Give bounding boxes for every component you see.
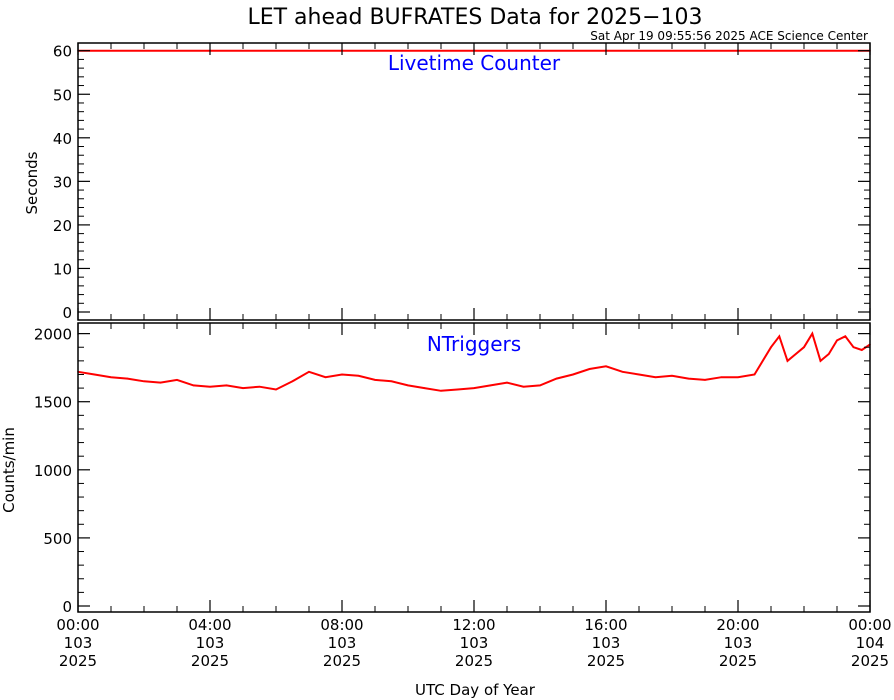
ntriggers-y-tick-label: 1000 xyxy=(34,462,72,480)
ntriggers-data-point xyxy=(605,365,607,368)
ntriggers-data-point xyxy=(572,373,574,376)
ntriggers-data-point xyxy=(225,384,228,387)
bottom-y-axis-label: Counts/min xyxy=(0,427,18,513)
livetime-y-tick-label: 0 xyxy=(62,304,72,322)
ntriggers-frame xyxy=(77,322,871,613)
x-tick-label-time: 16:00 xyxy=(584,616,627,634)
ntriggers-y-tick-label: 0 xyxy=(62,598,72,616)
ntriggers-data-point xyxy=(176,379,178,381)
livetime-y-tick-label: 40 xyxy=(53,130,72,148)
x-tick-label-year: 2025 xyxy=(59,652,97,670)
x-tick-label-time: 00:00 xyxy=(848,616,891,634)
ntriggers-data-point xyxy=(275,388,277,391)
x-tick-label-doy: 103 xyxy=(196,634,225,652)
ntriggers-data-point xyxy=(621,371,624,373)
ntriggers-data-point xyxy=(638,373,640,376)
ntriggers-data-point xyxy=(242,387,244,389)
ntriggers-data-point xyxy=(440,390,442,392)
ntriggers-data-point xyxy=(555,377,558,380)
x-tick-label-year: 2025 xyxy=(587,652,625,670)
ntriggers-data-point xyxy=(110,376,112,379)
ntriggers-data-point xyxy=(687,377,690,380)
ntriggers-data-point xyxy=(704,379,706,381)
ntriggers-data-point xyxy=(209,385,211,388)
x-tick-label-year: 2025 xyxy=(719,652,757,670)
ntriggers-data-point xyxy=(720,376,723,379)
livetime-y-tick-label: 60 xyxy=(53,43,72,61)
ntriggers-data-point xyxy=(489,384,492,387)
ntriggers-data-point xyxy=(844,335,847,338)
livetime-y-tick-label: 30 xyxy=(53,173,72,191)
ntriggers-data-point xyxy=(506,381,508,384)
livetime-frame xyxy=(77,42,871,321)
ntriggers-data-point xyxy=(324,376,327,379)
bottom-panel-title: NTriggers xyxy=(427,332,521,356)
ntriggers-data-point xyxy=(786,360,789,362)
ntriggers-data-point xyxy=(456,388,459,391)
ntriggers-data-point xyxy=(126,377,129,380)
ntriggers-data-point xyxy=(258,385,261,388)
x-tick-label-doy: 103 xyxy=(724,634,753,652)
x-tick-label-year: 2025 xyxy=(191,652,229,670)
x-tick-label-doy: 103 xyxy=(592,634,621,652)
livetime-y-tick-label: 20 xyxy=(53,217,72,235)
ntriggers-data-point xyxy=(159,381,162,384)
ntriggers-data-point xyxy=(390,380,393,383)
ntriggers-data-point xyxy=(473,387,475,389)
ntriggers-panel: 0 500 1000 1500 2000 xyxy=(34,322,871,616)
ntriggers-data-point xyxy=(753,373,756,376)
ntriggers-data-point xyxy=(539,384,541,387)
ntriggers-data-point xyxy=(143,380,145,383)
ntriggers-data-point xyxy=(836,339,838,342)
ntriggers-data-point xyxy=(770,346,772,349)
x-tick-label-time: 12:00 xyxy=(452,616,495,634)
ntriggers-data-point xyxy=(828,353,830,355)
ntriggers-data-point xyxy=(811,332,814,335)
x-tick-label-doy: 103 xyxy=(328,634,357,652)
ntriggers-data-point xyxy=(588,368,591,370)
ntriggers-data-point xyxy=(861,349,863,351)
ntriggers-data-point xyxy=(778,335,781,338)
x-axis-label: UTC Day of Year xyxy=(415,681,536,699)
x-tick-label-doy: 103 xyxy=(64,634,93,652)
ntriggers-data-point xyxy=(192,384,195,387)
x-tick-label-time: 04:00 xyxy=(188,616,231,634)
x-tick-label-doy: 104 xyxy=(856,634,885,652)
x-tick-label-time: 08:00 xyxy=(320,616,363,634)
x-tick-label-time: 20:00 xyxy=(716,616,759,634)
timestamp: Sat Apr 19 09:55:56 2025 ACE Science Cen… xyxy=(590,29,868,43)
ntriggers-y-tick-label: 2000 xyxy=(34,326,72,344)
livetime-y-tick-label: 10 xyxy=(53,260,72,278)
ntriggers-data-point xyxy=(795,353,797,355)
ntriggers-data-point xyxy=(803,346,805,349)
top-y-axis-label: Seconds xyxy=(23,151,41,214)
x-tick-label-doy: 103 xyxy=(460,634,489,652)
x-tick-label-time: 00:00 xyxy=(56,616,99,634)
ntriggers-data-point xyxy=(522,385,525,388)
chart-title: LET ahead BUFRATES Data for 2025−103 xyxy=(247,5,702,30)
top-panel-title: Livetime Counter xyxy=(388,51,561,75)
ntriggers-data-point xyxy=(357,375,360,377)
ntriggers-data-point xyxy=(308,371,310,373)
ntriggers-data-point xyxy=(423,387,426,389)
x-tick-label-year: 2025 xyxy=(851,652,889,670)
ntriggers-data-point xyxy=(93,373,96,376)
ntriggers-data-point xyxy=(852,346,855,349)
livetime-panel: 0 10 20 30 40 50 60 xyxy=(53,42,871,322)
x-tick-labels: 00:00103202504:00103202508:00103202512:0… xyxy=(56,616,891,670)
ntriggers-data-point xyxy=(671,375,673,377)
ntriggers-y-tick-label: 1500 xyxy=(34,394,72,412)
ntriggers-data-point xyxy=(341,373,343,376)
ntriggers-data-point xyxy=(291,380,294,383)
ntriggers-data-point xyxy=(737,376,739,379)
x-tick-label-year: 2025 xyxy=(455,652,493,670)
ntriggers-y-tick-label: 500 xyxy=(43,530,72,548)
ntriggers-data-point xyxy=(374,379,376,381)
ntriggers-data-point xyxy=(819,360,822,362)
ntriggers-data-point xyxy=(654,376,657,379)
ntriggers-data-point xyxy=(407,384,409,387)
x-tick-label-year: 2025 xyxy=(323,652,361,670)
livetime-y-tick-label: 50 xyxy=(53,86,72,104)
